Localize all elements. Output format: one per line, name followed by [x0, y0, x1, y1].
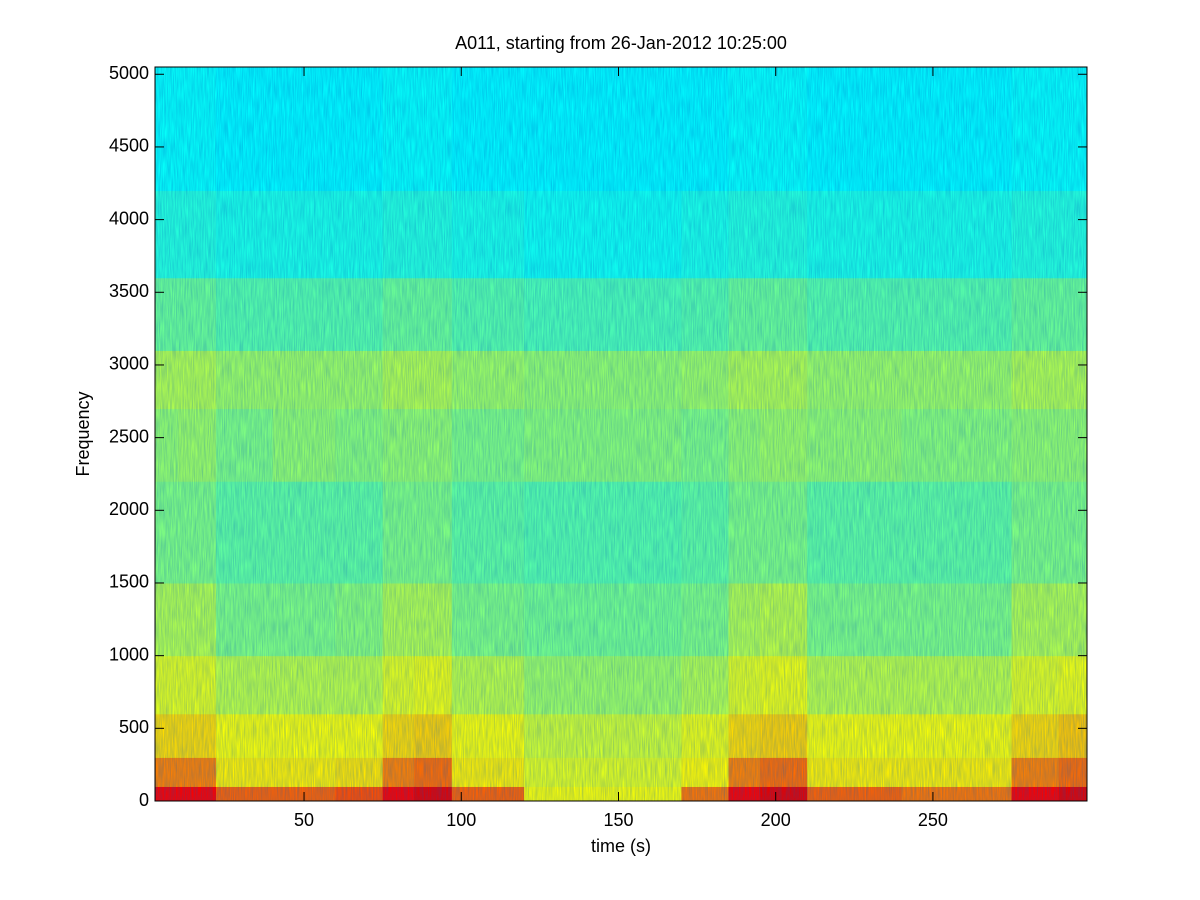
axes: 50 100 150 200 25005001000150020002500300035…	[109, 63, 1087, 830]
y-tick-label: 2000	[109, 499, 149, 519]
y-tick-label: 3000	[109, 354, 149, 374]
y-tick-label: 4000	[109, 208, 149, 228]
x-axis-label: time (s)	[591, 836, 651, 856]
x-tick-label: 150	[603, 810, 633, 830]
y-tick-label: 5000	[109, 63, 149, 83]
y-tick-label: 0	[139, 790, 149, 810]
y-axis-label: Frequency	[73, 391, 93, 476]
noise-texture	[155, 67, 1087, 801]
y-tick-label: 3500	[109, 281, 149, 301]
chart-title: A011, starting from 26-Jan-2012 10:25:00	[455, 33, 787, 53]
x-tick-label: 200	[761, 810, 791, 830]
plot-frame	[154, 66, 1088, 802]
y-tick-label: 4500	[109, 136, 149, 156]
x-tick-label: 100	[446, 810, 476, 830]
y-tick-label: 1500	[109, 572, 149, 592]
x-tick-label: 250	[918, 810, 948, 830]
y-tick-label: 1000	[109, 644, 149, 664]
y-tick-label: 2500	[109, 426, 149, 446]
y-tick-label: 500	[119, 717, 149, 737]
x-tick-label: 50	[294, 810, 314, 830]
